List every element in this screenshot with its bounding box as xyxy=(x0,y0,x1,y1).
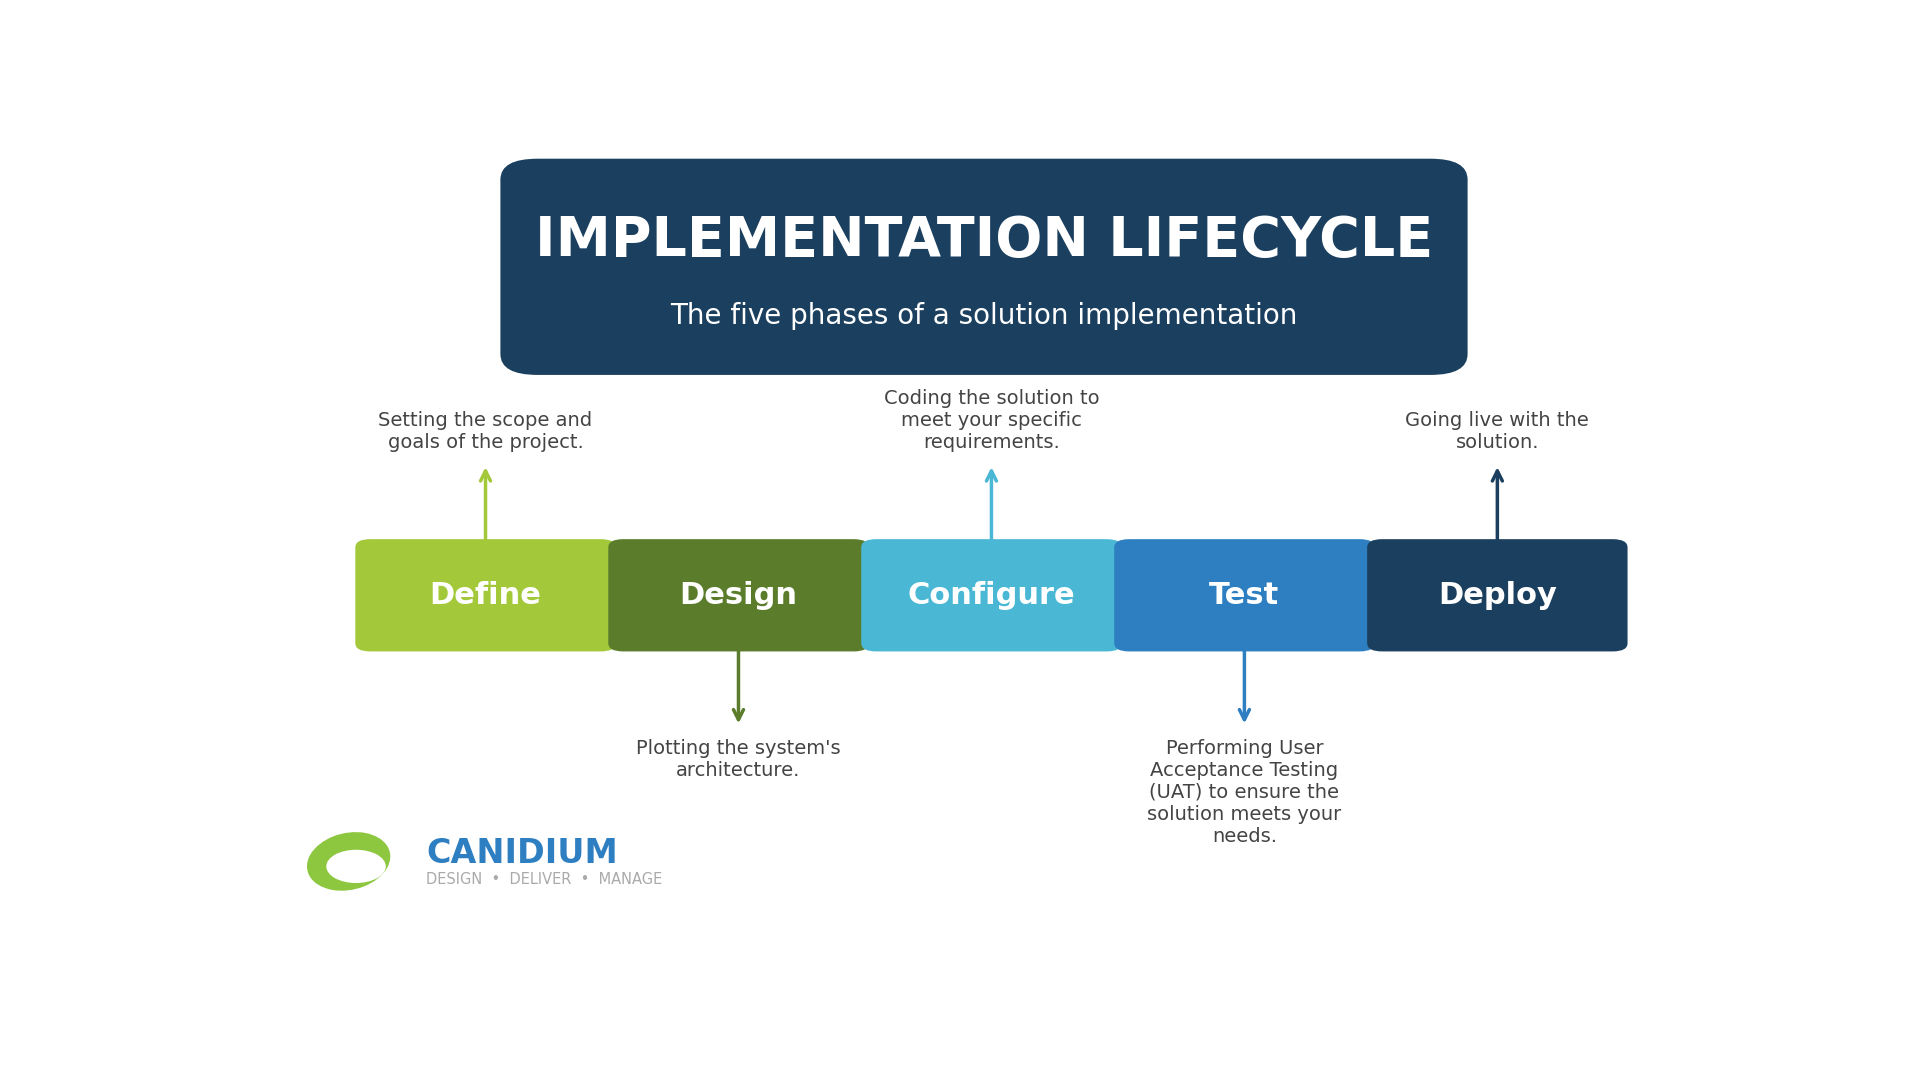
Text: CANIDIUM: CANIDIUM xyxy=(426,837,618,869)
Text: Going live with the
solution.: Going live with the solution. xyxy=(1405,410,1590,451)
FancyBboxPatch shape xyxy=(1367,539,1628,651)
Text: DESIGN  •  DELIVER  •  MANAGE: DESIGN • DELIVER • MANAGE xyxy=(426,873,662,887)
Ellipse shape xyxy=(307,832,390,891)
Text: Define: Define xyxy=(430,581,541,610)
Text: Deploy: Deploy xyxy=(1438,581,1557,610)
Text: The five phases of a solution implementation: The five phases of a solution implementa… xyxy=(670,301,1298,329)
FancyBboxPatch shape xyxy=(501,159,1467,375)
Text: Performing User
Acceptance Testing
(UAT) to ensure the
solution meets your
needs: Performing User Acceptance Testing (UAT)… xyxy=(1148,739,1342,846)
Circle shape xyxy=(326,850,386,883)
Text: IMPLEMENTATION LIFECYCLE: IMPLEMENTATION LIFECYCLE xyxy=(536,214,1432,268)
Text: Configure: Configure xyxy=(908,581,1075,610)
FancyBboxPatch shape xyxy=(609,539,868,651)
Text: Design: Design xyxy=(680,581,797,610)
FancyBboxPatch shape xyxy=(1114,539,1375,651)
Text: Test: Test xyxy=(1210,581,1279,610)
Text: Coding the solution to
meet your specific
requirements.: Coding the solution to meet your specifi… xyxy=(883,389,1100,451)
Text: Plotting the system's
architecture.: Plotting the system's architecture. xyxy=(636,739,841,780)
FancyBboxPatch shape xyxy=(355,539,616,651)
Text: Setting the scope and
goals of the project.: Setting the scope and goals of the proje… xyxy=(378,410,593,451)
FancyBboxPatch shape xyxy=(862,539,1121,651)
